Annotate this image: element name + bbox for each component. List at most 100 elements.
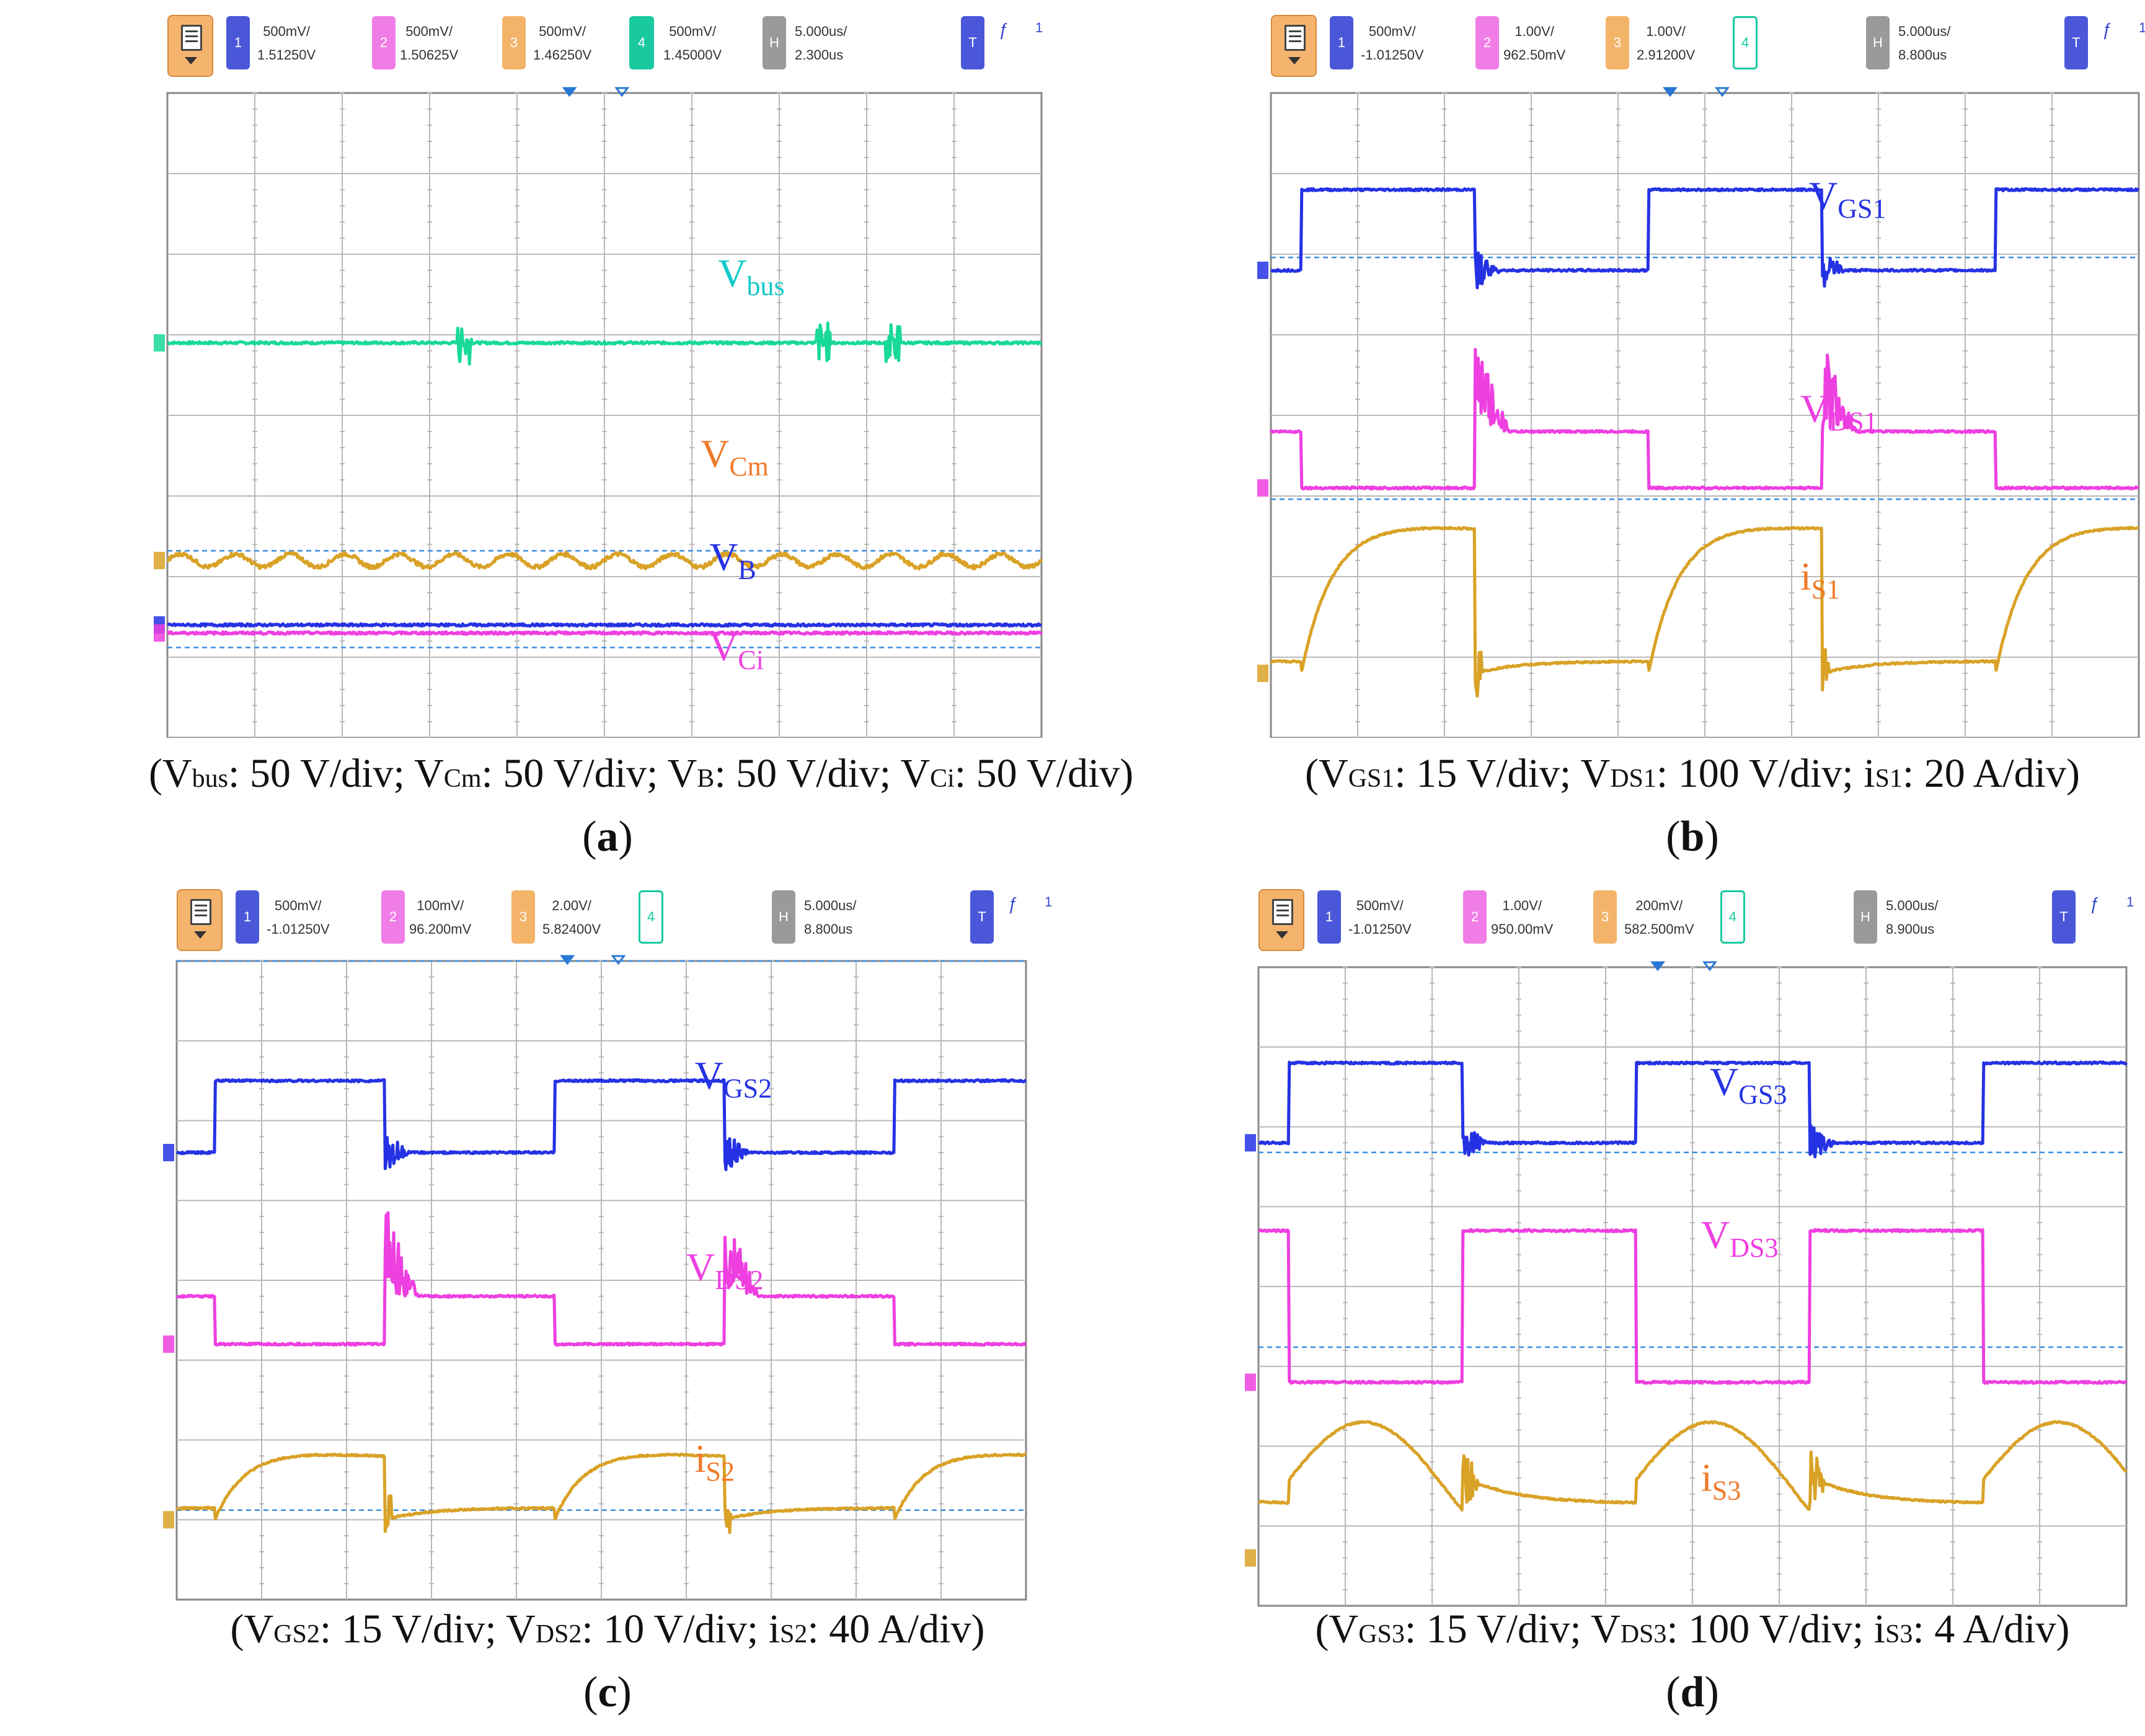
channel-scale: 1.00V/ (1502, 898, 1542, 913)
label-subscript: bus (747, 271, 785, 301)
channel-1-button[interactable]: 1 (226, 16, 250, 69)
horizontal-settings: 5.000us/8.800us (1898, 20, 1950, 67)
caption-subscript: S3 (1885, 1620, 1913, 1649)
label-main: V (695, 1053, 723, 1097)
channel-offset: 582.500mV (1624, 921, 1694, 937)
channel-1-settings: 500mV/ -1.01250V (1348, 894, 1412, 941)
channel-1-button[interactable]: 1 (1330, 16, 1353, 69)
menu-button[interactable] (177, 889, 223, 951)
document-icon (190, 899, 211, 925)
trigger-button[interactable]: T (961, 16, 984, 69)
label-main: V (1809, 174, 1838, 218)
waveform-Vbus (167, 321, 1043, 366)
channel-1-settings: 500mV/1.51250V (257, 20, 316, 67)
channel-4-button[interactable]: 4 (1733, 16, 1758, 69)
label-main: i (695, 1437, 706, 1481)
trigger-button[interactable]: T (2064, 16, 2088, 69)
channel-scale: 1.00V/ (1515, 24, 1554, 39)
waveform-label: iS2 (695, 1437, 735, 1487)
channel-2-settings: 500mV/1.50625V (400, 20, 458, 67)
channel-ground-marker (163, 1511, 174, 1529)
scope-toolbar: 1 500mV/-1.01250V 2 100mV/96.200mV 3 2.00V/5.… (177, 880, 1082, 951)
menu-button[interactable] (1271, 15, 1317, 77)
menu-button[interactable] (167, 15, 213, 77)
menu-button[interactable] (1258, 889, 1304, 951)
channel-2-button[interactable]: 2 (372, 16, 396, 69)
scope-toolbar: 1 500mV/-1.01250V 2 1.00V/962.50mV 3 1.00V/2.… (1271, 6, 2145, 77)
channel-scale: 500mV/ (274, 898, 322, 913)
trigger-source: 1 (2139, 20, 2145, 35)
caption-text: : 50 V/div; V (481, 751, 697, 796)
channel-1-button[interactable]: 1 (236, 890, 259, 944)
caption-text: : 4 A/div) (1913, 1606, 2070, 1652)
channel-3-settings: 2.00V/5.82400V (542, 894, 601, 941)
caption-text: (V (149, 751, 192, 796)
trigger-source: 1 (1045, 894, 1053, 910)
channel-3-button[interactable]: 3 (1606, 16, 1629, 69)
horizontal-button[interactable]: H (1854, 890, 1877, 944)
waveform-VCm (166, 551, 1043, 571)
scope-toolbar: 1 500mV/1.51250V 2 500mV/1.50625V 3 500mV/1.4… (167, 6, 1072, 77)
channel-2-button[interactable]: 2 (1475, 16, 1499, 69)
channel-scale: 500mV/ (1368, 24, 1416, 39)
caption-subscript: GS2 (273, 1620, 320, 1649)
horizontal-button[interactable]: H (772, 890, 795, 944)
channel-2-settings: 100mV/96.200mV (409, 894, 471, 941)
label-subscript: DS3 (1730, 1233, 1778, 1263)
waveform-label: iS3 (1701, 1456, 1741, 1506)
trigger-position-marker (1715, 87, 1730, 97)
label-subscript: DS1 (1829, 406, 1877, 436)
document-icon (1272, 899, 1293, 925)
waveform-label: VDS3 (1701, 1213, 1778, 1263)
channel-scale: 500mV/ (539, 24, 586, 39)
caption-subscript: bus (192, 764, 229, 793)
panel-d: 1 500mV/-1.01250V 2 1.00V/950.00mV 3 200mV/58… (1240, 880, 2145, 1736)
channel-offset: 96.200mV (409, 921, 472, 937)
horizontal-button[interactable]: H (1866, 16, 1890, 69)
channel-4-button[interactable]: 4 (1720, 890, 1745, 944)
channel-offset: 962.50mV (1503, 47, 1566, 63)
panel-letter: (b) (1666, 813, 1719, 861)
channel-1-settings: 500mV/ -1.01250V (267, 894, 330, 941)
trigger-button[interactable]: T (2052, 890, 2076, 944)
channel-3-button[interactable]: 3 (502, 16, 526, 69)
caption-text: : 50 V/div) (954, 751, 1134, 796)
channel-3-button[interactable]: 3 (1593, 890, 1617, 944)
waveform-VGS1 (1270, 187, 2139, 290)
caption-subscript: S2 (780, 1620, 808, 1649)
waveform-VDS2 (175, 1211, 1027, 1347)
caption-text: (V (1305, 751, 1348, 796)
caption-text: (V (1315, 1606, 1359, 1652)
channel-1-button[interactable]: 1 (1317, 890, 1341, 944)
channel-offset: -1.01250V (1348, 921, 1412, 937)
waveform-label: iS1 (1800, 554, 1840, 604)
channel-scale: 200mV/ (1635, 898, 1683, 913)
waveform-iS1 (1270, 526, 2139, 698)
channel-3-button[interactable]: 3 (511, 890, 535, 944)
channel-4-button[interactable]: 4 (629, 16, 654, 69)
channel-2-button[interactable]: 2 (381, 890, 405, 944)
caption-text: (V (230, 1606, 274, 1652)
channel-3-settings: 1.00V/2.91200V (1637, 20, 1695, 67)
caption-text: : 15 V/div; V (1404, 1606, 1621, 1652)
waveform-label: VGS1 (1809, 174, 1886, 224)
label-subscript: GS1 (1838, 193, 1886, 224)
channel-ground-marker (1245, 1134, 1256, 1152)
horizontal-button[interactable]: H (763, 16, 786, 69)
rising-edge-icon: ƒ (1007, 894, 1017, 913)
trigger-position-marker (562, 87, 577, 97)
caption-subscript: B (697, 764, 715, 793)
caret-down-icon (1288, 57, 1301, 64)
channel-3-settings: 200mV/582.500mV (1624, 894, 1694, 941)
channel-4-button[interactable]: 4 (639, 890, 663, 944)
trigger-button[interactable]: T (970, 890, 994, 944)
waveform-label: VCi (709, 625, 764, 675)
caption-subscript: DS1 (1610, 764, 1656, 793)
channel-2-button[interactable]: 2 (1463, 890, 1487, 944)
caption-text: : 100 V/div; i (1666, 1606, 1886, 1652)
caption-subscript: GS3 (1358, 1620, 1405, 1649)
time-offset: 8.900us (1886, 921, 1935, 937)
trigger-position-marker (611, 955, 626, 965)
